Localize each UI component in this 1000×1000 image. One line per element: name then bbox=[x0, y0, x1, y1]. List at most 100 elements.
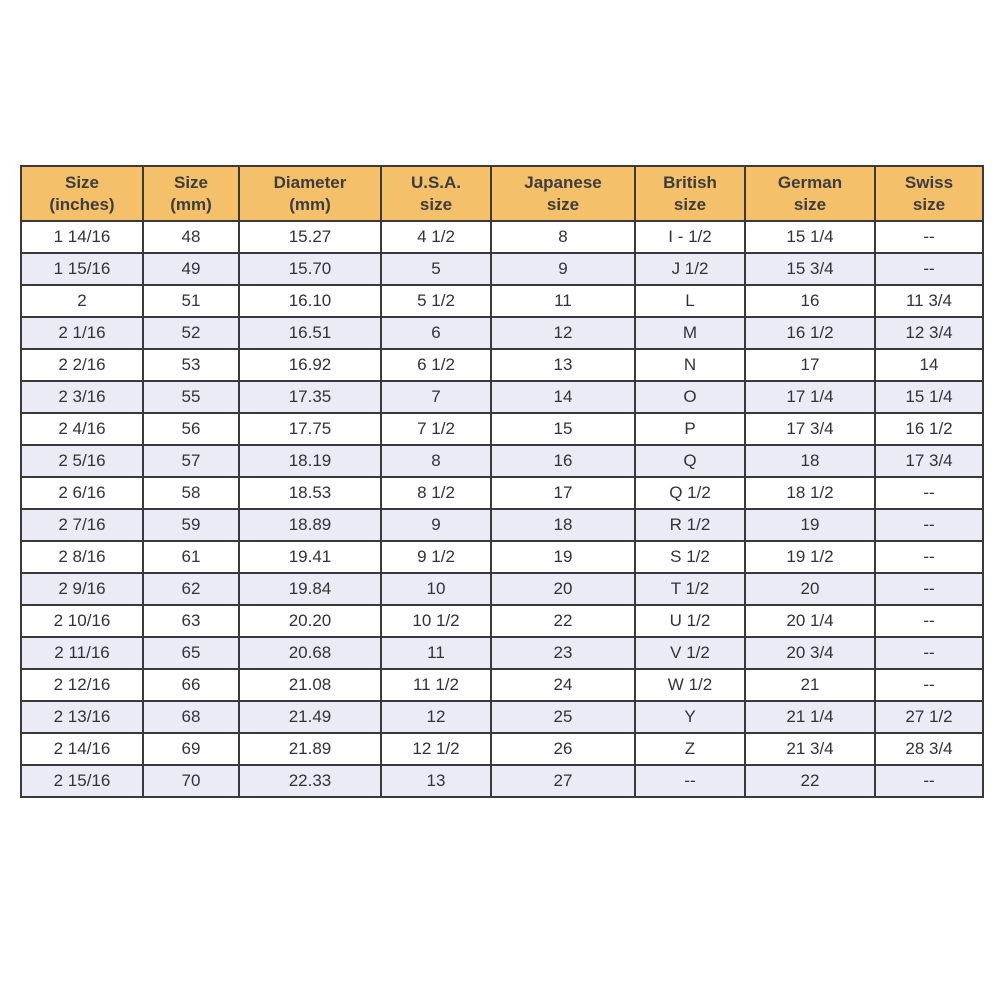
table-cell: 11 3/4 bbox=[874, 284, 984, 318]
table-cell: -- bbox=[874, 636, 984, 670]
table-row: 2 9/16 62 19.84 10 20 T 1/2 20 -- bbox=[20, 572, 984, 606]
table-cell: 2 1/16 bbox=[20, 316, 144, 350]
table-cell: -- bbox=[874, 476, 984, 510]
table-cell: 21.89 bbox=[238, 732, 382, 766]
table-cell: 19.41 bbox=[238, 540, 382, 574]
table-cell: 27 bbox=[490, 764, 636, 798]
table-cell: 1 14/16 bbox=[20, 220, 144, 254]
table-cell: 16 bbox=[744, 284, 876, 318]
table-cell: 19 bbox=[744, 508, 876, 542]
table-cell: 14 bbox=[874, 348, 984, 382]
table-cell: 12 1/2 bbox=[380, 732, 492, 766]
table-cell: 19.84 bbox=[238, 572, 382, 606]
table-cell: 20.68 bbox=[238, 636, 382, 670]
table-cell: 22 bbox=[744, 764, 876, 798]
table-cell: -- bbox=[874, 508, 984, 542]
table-cell: 2 6/16 bbox=[20, 476, 144, 510]
table-row: 2 11/16 65 20.68 11 23 V 1/2 20 3/4 -- bbox=[20, 636, 984, 670]
table-cell: 69 bbox=[142, 732, 240, 766]
header-text: size bbox=[912, 194, 946, 214]
table-cell: W 1/2 bbox=[634, 668, 746, 702]
table-cell: 9 bbox=[380, 508, 492, 542]
table-row: 2 1/16 52 16.51 6 12 M 16 1/2 12 3/4 bbox=[20, 316, 984, 350]
table-cell: 2 9/16 bbox=[20, 572, 144, 606]
table-cell: 15.27 bbox=[238, 220, 382, 254]
header-text: Swiss bbox=[904, 172, 954, 192]
table-cell: 14 bbox=[490, 380, 636, 414]
table-cell: 2 15/16 bbox=[20, 764, 144, 798]
table-row: 2 4/16 56 17.75 7 1/2 15 P 17 3/4 16 1/2 bbox=[20, 412, 984, 446]
table-cell: 10 bbox=[380, 572, 492, 606]
table-cell: 2 8/16 bbox=[20, 540, 144, 574]
table-cell: P bbox=[634, 412, 746, 446]
table-cell: 12 bbox=[380, 700, 492, 734]
table-cell: 23 bbox=[490, 636, 636, 670]
table-cell: 15 3/4 bbox=[744, 252, 876, 286]
table-row: 2 3/16 55 17.35 7 14 O 17 1/4 15 1/4 bbox=[20, 380, 984, 414]
table-cell: 6 1/2 bbox=[380, 348, 492, 382]
header-text: Size bbox=[64, 172, 100, 192]
header-text: (mm) bbox=[170, 194, 212, 214]
header-cell: British size bbox=[634, 165, 746, 222]
table-cell: 22 bbox=[490, 604, 636, 638]
table-cell: 16 1/2 bbox=[874, 412, 984, 446]
table-cell: 22.33 bbox=[238, 764, 382, 798]
table-cell: 21 bbox=[744, 668, 876, 702]
table-cell: 2 3/16 bbox=[20, 380, 144, 414]
table-cell: 19 bbox=[490, 540, 636, 574]
table-cell: 48 bbox=[142, 220, 240, 254]
table-cell: 4 1/2 bbox=[380, 220, 492, 254]
table-row: 2 6/16 58 18.53 8 1/2 17 Q 1/2 18 1/2 -- bbox=[20, 476, 984, 510]
header-text: size bbox=[419, 194, 453, 214]
table-cell: 12 bbox=[490, 316, 636, 350]
table-cell: 15 1/4 bbox=[874, 380, 984, 414]
table-cell: 63 bbox=[142, 604, 240, 638]
table-cell: S 1/2 bbox=[634, 540, 746, 574]
table-cell: 20 1/4 bbox=[744, 604, 876, 638]
table-cell: 5 bbox=[380, 252, 492, 286]
table-cell: 18.89 bbox=[238, 508, 382, 542]
table-cell: 9 bbox=[490, 252, 636, 286]
table-cell: 15 1/4 bbox=[744, 220, 876, 254]
table-cell: 61 bbox=[142, 540, 240, 574]
table-cell: 8 bbox=[380, 444, 492, 478]
table-cell: 20 3/4 bbox=[744, 636, 876, 670]
table-cell: -- bbox=[874, 668, 984, 702]
table-cell: 28 3/4 bbox=[874, 732, 984, 766]
header-cell: U.S.A. size bbox=[380, 165, 492, 222]
header-text: size bbox=[673, 194, 707, 214]
table-cell: 2 2/16 bbox=[20, 348, 144, 382]
table-cell: 7 1/2 bbox=[380, 412, 492, 446]
header-text: (mm) bbox=[289, 194, 331, 214]
table-cell: Y bbox=[634, 700, 746, 734]
table-cell: 2 4/16 bbox=[20, 412, 144, 446]
table-row: 2 13/16 68 21.49 12 25 Y 21 1/4 27 1/2 bbox=[20, 700, 984, 734]
table-cell: 2 7/16 bbox=[20, 508, 144, 542]
table-cell: J 1/2 bbox=[634, 252, 746, 286]
table-row: 2 2/16 53 16.92 6 1/2 13 N 17 14 bbox=[20, 348, 984, 382]
table-body: 1 14/16 48 15.27 4 1/2 8 I - 1/2 15 1/4 -- 1 15/… bbox=[20, 220, 984, 798]
table-cell: 2 14/16 bbox=[20, 732, 144, 766]
table-cell: 16.10 bbox=[238, 284, 382, 318]
table-cell: -- bbox=[634, 764, 746, 798]
table-cell: 20.20 bbox=[238, 604, 382, 638]
table-cell: 66 bbox=[142, 668, 240, 702]
table-cell: 19 1/2 bbox=[744, 540, 876, 574]
table-cell: 52 bbox=[142, 316, 240, 350]
table-cell: 20 bbox=[490, 572, 636, 606]
table-cell: 21.08 bbox=[238, 668, 382, 702]
table-cell: 25 bbox=[490, 700, 636, 734]
table-row: 2 10/16 63 20.20 10 1/2 22 U 1/2 20 1/4 -- bbox=[20, 604, 984, 638]
table-cell: 18 bbox=[744, 444, 876, 478]
table-cell: 12 3/4 bbox=[874, 316, 984, 350]
table-cell: 16.92 bbox=[238, 348, 382, 382]
table-cell: R 1/2 bbox=[634, 508, 746, 542]
table-cell: 7 bbox=[380, 380, 492, 414]
table-cell: 2 11/16 bbox=[20, 636, 144, 670]
table-cell: 18 1/2 bbox=[744, 476, 876, 510]
table-cell: 2 5/16 bbox=[20, 444, 144, 478]
table-cell: 1 15/16 bbox=[20, 252, 144, 286]
table-cell: 2 12/16 bbox=[20, 668, 144, 702]
table-cell: 8 bbox=[490, 220, 636, 254]
